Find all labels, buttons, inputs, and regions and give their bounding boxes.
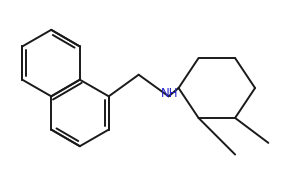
Text: NH: NH <box>160 87 178 100</box>
